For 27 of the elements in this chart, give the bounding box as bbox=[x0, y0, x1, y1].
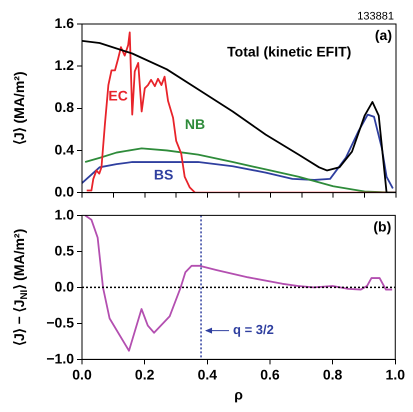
y-tick-label: 1.2 bbox=[54, 57, 74, 74]
x-tick-label: 0.4 bbox=[198, 366, 218, 383]
x-axis-title: ρ bbox=[234, 386, 244, 402]
x-tick-label: 0.8 bbox=[322, 366, 343, 383]
y-tick-label: 0.8 bbox=[54, 99, 74, 116]
series-label: NB bbox=[184, 116, 206, 132]
text: 133881 bbox=[357, 10, 394, 23]
y-tick-label: −1.0 bbox=[46, 350, 74, 366]
y-tick-label: 0.5 bbox=[54, 242, 74, 258]
y-tick-label: 0.0 bbox=[54, 183, 74, 200]
x-tick-label: 0.2 bbox=[134, 366, 155, 383]
text: Total (kinetic EFIT) bbox=[227, 44, 352, 60]
x-tick-label: 1.0 bbox=[386, 366, 406, 383]
y-tick-label: 0.4 bbox=[54, 141, 74, 158]
series-label: EC bbox=[108, 87, 128, 104]
annotation: (a) bbox=[374, 26, 392, 43]
y-tick-label: −0.5 bbox=[46, 314, 74, 330]
y-axis-title: ⟨J⟩ − ⟨JNI⟩ (MA/m²) bbox=[10, 228, 30, 346]
x-tick-label: 0.0 bbox=[72, 366, 92, 383]
annotation: (b) bbox=[373, 218, 392, 234]
x-tick-label: 0.6 bbox=[260, 366, 280, 383]
y-tick-label: 0.0 bbox=[54, 278, 74, 294]
y-tick-label: 1.0 bbox=[54, 206, 74, 222]
annotation: q = 3/2 bbox=[233, 322, 274, 338]
y-axis-title: ⟨J⟩ (MA/m²) bbox=[10, 71, 27, 146]
y-tick-label: 1.6 bbox=[54, 14, 74, 31]
series-label: BS bbox=[154, 166, 174, 183]
